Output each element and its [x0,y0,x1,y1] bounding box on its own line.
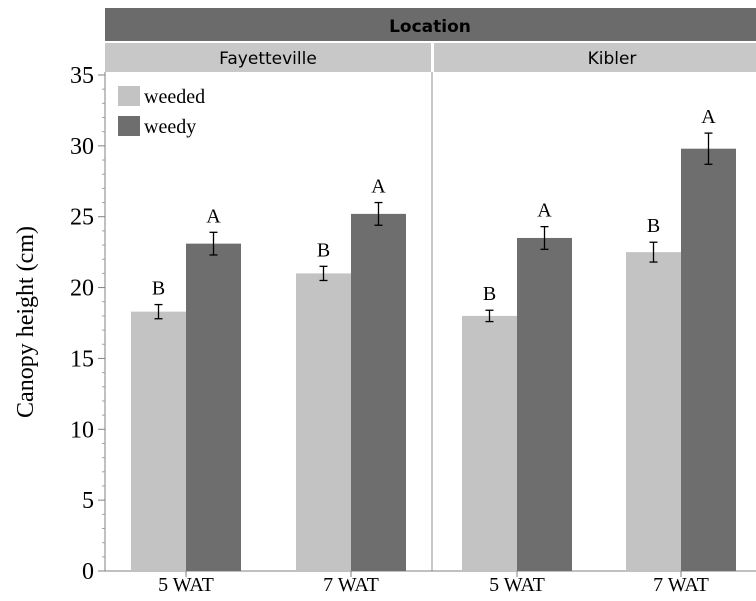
bar-fayetteville-7-wat-weeded [296,273,351,571]
y-tick-label-0: 0 [82,559,94,585]
x-tick-label-kibler-5-wat: 5 WAT [489,574,545,596]
facet-header-bar [105,8,756,41]
x-tick-label-kibler-7-wat: 7 WAT [653,574,709,596]
y-tick-label-20: 20 [70,276,94,302]
facet-subheader-fayetteville [105,43,431,72]
y-tick-label-10: 10 [70,417,94,443]
legend-label-weeded: weeded [144,86,205,108]
y-tick-label-25: 25 [70,205,94,231]
y-tick-label-5: 5 [82,488,94,514]
y-axis-ticks: 0 5 10 15 20 25 30 35 [70,63,105,585]
significance-letter-kibler-7-wat-weeded: B [647,215,660,237]
bars: B A B A B A B A [131,106,736,572]
significance-letter-fayetteville-5-wat-weedy: A [206,205,221,227]
facet-label-kibler: Kibler [588,49,637,69]
y-tick-label-35: 35 [70,63,94,89]
significance-letter-kibler-7-wat-weedy: A [701,106,716,128]
bar-fayetteville-5-wat-weedy [186,243,241,571]
facet-header-title: Location [389,17,471,37]
legend-swatch-weedy [118,116,140,136]
legend-label-weedy: weedy [144,116,196,138]
bar-fayetteville-7-wat-weedy [351,213,406,571]
x-tick-label-fayetteville-5-wat: 5 WAT [158,574,214,596]
facet-label-fayetteville: Fayetteville [219,49,317,69]
significance-letter-kibler-5-wat-weedy: A [537,200,552,222]
bar-kibler-5-wat-weeded [462,315,517,571]
y-tick-label-15: 15 [70,346,94,372]
x-axis-labels: 5 WAT 7 WAT 5 WAT 7 WAT [158,571,709,596]
bar-kibler-5-wat-weedy [517,237,572,571]
x-tick-label-fayetteville-7-wat: 7 WAT [323,574,379,596]
significance-letter-fayetteville-7-wat-weeded: B [317,239,330,261]
legend-swatch-weeded [118,86,140,106]
significance-letter-kibler-5-wat-weeded: B [483,283,496,305]
bar-kibler-7-wat-weeded [626,252,681,571]
y-tick-label-30: 30 [70,134,94,160]
bar-fayetteville-5-wat-weeded [131,311,186,571]
facet-subheader-kibler [434,43,756,72]
y-axis-title: Canopy height (cm) [13,226,39,418]
significance-letter-fayetteville-7-wat-weedy: A [371,176,386,198]
bar-kibler-7-wat-weedy [681,148,736,572]
significance-letter-fayetteville-5-wat-weeded: B [152,278,165,300]
